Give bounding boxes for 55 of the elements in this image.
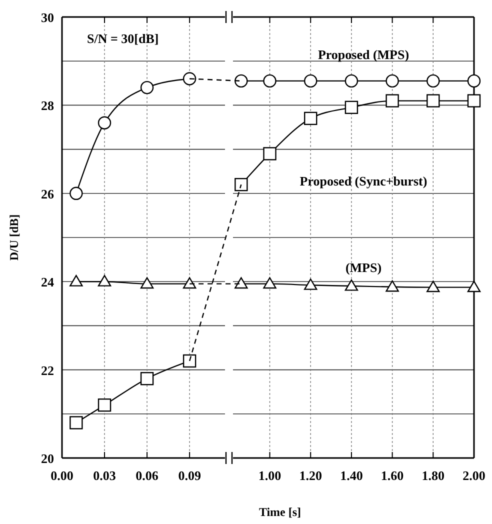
- x-tick-label: 0.00: [50, 468, 74, 483]
- point: [70, 275, 83, 286]
- point: [304, 74, 318, 88]
- y-tick-label: 20: [41, 451, 54, 466]
- point: [467, 94, 481, 108]
- point: [98, 116, 112, 130]
- point: [70, 186, 83, 200]
- y-tick-label: 22: [41, 362, 54, 378]
- point: [140, 277, 154, 289]
- point: [386, 94, 399, 108]
- point: [182, 354, 196, 368]
- point: [234, 178, 248, 192]
- point: [263, 147, 276, 160]
- y-tick-label: 24: [41, 274, 54, 290]
- series-label: (MPS): [345, 260, 382, 276]
- y-tick-label: 30: [41, 10, 54, 25]
- y-axis-title: D/U [dB]: [7, 214, 21, 261]
- y-tick-label: 28: [41, 98, 54, 114]
- point: [386, 74, 399, 88]
- point: [263, 277, 276, 289]
- point: [426, 280, 440, 292]
- point: [386, 280, 399, 292]
- annotation: S/N = 30[dB]: [87, 31, 159, 46]
- y-tick-label: 26: [41, 186, 54, 202]
- point: [234, 277, 248, 289]
- x-tick-label: 1.80: [422, 468, 445, 483]
- x-tick-label: 0.03: [93, 468, 116, 483]
- point: [304, 278, 318, 290]
- x-axis-title: Time [s]: [258, 505, 302, 519]
- point: [98, 275, 112, 286]
- x-tick-label: 2.00: [462, 468, 486, 483]
- point: [182, 72, 196, 86]
- point: [426, 74, 440, 88]
- point: [304, 112, 318, 126]
- point: [140, 80, 154, 94]
- x-tick-label: 1.20: [299, 468, 322, 483]
- point: [182, 277, 196, 289]
- point: [70, 416, 83, 430]
- point: [263, 74, 276, 88]
- point: [426, 94, 440, 108]
- point: [467, 280, 481, 292]
- point: [234, 74, 248, 88]
- x-tick-label: 0.09: [178, 468, 202, 483]
- x-tick-label: 1.60: [380, 468, 404, 483]
- x-tick-label: 0.06: [136, 468, 159, 483]
- point: [98, 398, 112, 412]
- x-tick-label: 1.00: [258, 468, 282, 483]
- x-tick-label: 1.40: [340, 468, 363, 483]
- series-label: Proposed (MPS): [318, 46, 410, 62]
- text: Proposed (Sync+burst): [300, 173, 428, 188]
- point: [467, 74, 481, 88]
- point: [344, 74, 358, 88]
- point: [344, 279, 358, 291]
- point: [140, 372, 154, 386]
- point: [344, 100, 358, 114]
